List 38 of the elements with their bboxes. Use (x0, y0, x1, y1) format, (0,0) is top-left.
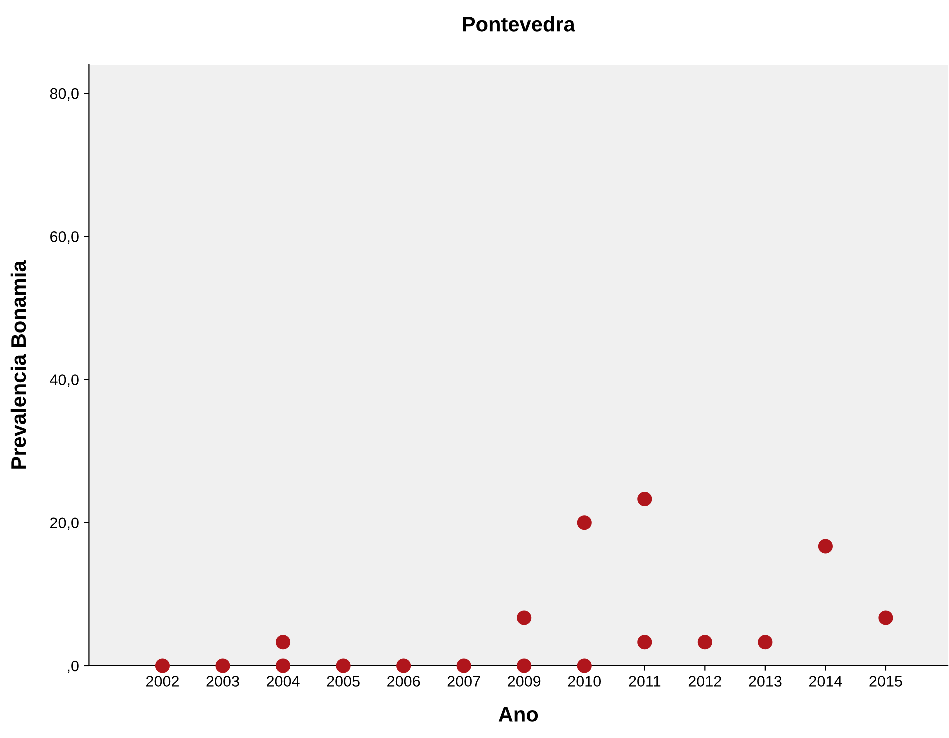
point (638, 492, 652, 507)
x-tick-label: 2012 (688, 676, 722, 687)
x-axis-title: Ano (498, 707, 538, 722)
y-tick-label: 20,0 (50, 518, 79, 530)
point (456, 658, 472, 674)
y-tick-label: 60,0 (50, 232, 79, 244)
chart-title: Pontevedra (463, 16, 576, 32)
x-tick-label: 2002 (146, 676, 179, 687)
x-tick-label: 2004 (267, 676, 300, 687)
point (155, 658, 170, 674)
point (818, 539, 833, 554)
x-tick-label: 2014 (809, 676, 842, 687)
y-tick-label: 40,0 (50, 374, 79, 388)
y-tick-label: ,0 (68, 660, 79, 674)
point (336, 658, 351, 674)
point (878, 610, 894, 626)
point (577, 516, 592, 530)
point (517, 610, 532, 626)
y-axis-title: Prevalencia Bonamia (10, 260, 26, 469)
point (276, 635, 291, 650)
point (276, 658, 291, 674)
point (517, 658, 532, 674)
point (698, 635, 712, 650)
y-tick-label: 80,0 (50, 88, 79, 102)
point (577, 658, 592, 674)
point (216, 658, 230, 674)
x-tick-label: 2007 (448, 676, 480, 687)
point (396, 658, 412, 674)
x-tick-label: 2009 (508, 676, 541, 687)
x-tick-label: 2015 (870, 676, 902, 687)
x-tick-label: 2010 (568, 676, 602, 687)
x-tick-label: 2005 (327, 676, 360, 687)
x-tick-label: 2011 (629, 676, 661, 687)
x-tick-label: 2006 (388, 676, 420, 687)
point (758, 635, 773, 650)
point (638, 635, 652, 650)
x-tick-label: 2013 (749, 676, 782, 687)
x-tick-label: 2003 (206, 676, 240, 687)
